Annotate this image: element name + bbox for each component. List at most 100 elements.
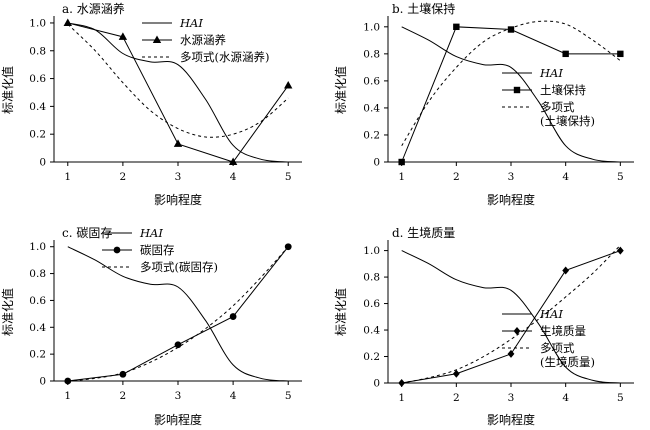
y-axis-label: 标准化值 [333, 66, 348, 114]
x-tick-label: 5 [285, 171, 292, 183]
legend-label-多项式-土壤保持-: 多项式 [540, 100, 575, 114]
x-tick-label: 3 [175, 390, 182, 402]
data-point-生境质量 [507, 349, 515, 358]
data-point-水源涵养 [118, 32, 128, 40]
legend-marker-生境质量 [513, 327, 521, 335]
legend-label-生境质量: 生境质量 [540, 324, 586, 338]
y-tick-label: 0 [373, 157, 380, 169]
y-tick-label: 0.6 [363, 298, 380, 310]
data-point-水源涵养 [173, 139, 183, 147]
legend-label-多项式-水源涵养-: 多项式(水源涵养) [180, 50, 269, 64]
legend-label-HAI: HAI [539, 307, 563, 321]
x-tick-label: 3 [508, 392, 515, 404]
panel-c: c. 碳固存 0 0.2 0.4 0.6 0.8 1.0 1 2 3 4 5 影响程度 标准化值 HAI 碳固… [0, 226, 302, 427]
y-tick-label: 0.6 [363, 75, 380, 87]
legend-label-多项式-生境质量-: (生境质量) [540, 355, 595, 369]
x-axis-label: 影响程度 [487, 412, 535, 427]
data-point-碳固存 [119, 370, 127, 378]
x-tick-label: 2 [120, 390, 127, 402]
y-tick-label: 1.0 [363, 245, 380, 257]
x-tick-label: 1 [398, 171, 405, 183]
legend-label-HAI: HAI [139, 226, 163, 240]
data-point-水源涵养 [284, 81, 293, 89]
series-line-HAI [67, 22, 289, 163]
series-line-HAI [401, 26, 621, 163]
x-axis-label: 影响程度 [154, 192, 202, 207]
panel-d: d. 生境质量 0 0.2 0.4 0.6 0.8 1.0 1 2 3 4 5 影响程度 标准化值 HAI 生… [333, 225, 634, 427]
series-line-HAI [67, 246, 289, 382]
data-point-土壤保持 [453, 23, 460, 31]
data-point-生境质量 [616, 246, 624, 255]
series-line-多项式-土壤保持- [401, 20, 621, 147]
legend-label-碳固存: 碳固存 [140, 243, 175, 257]
y-tick-label: 1.0 [29, 17, 46, 29]
x-tick-label: 2 [453, 392, 460, 404]
x-tick-label: 4 [230, 390, 237, 402]
data-point-碳固存 [174, 341, 182, 349]
y-tick-label: 0.8 [29, 268, 46, 280]
x-axis-label: 影响程度 [154, 412, 202, 427]
data-point-水源涵养 [63, 18, 72, 26]
y-tick-label: 0.4 [29, 101, 46, 113]
panel-title: a. 水源涵养 [62, 1, 125, 16]
panel-title: b. 土壤保持 [392, 1, 455, 16]
panel-a: a. 水源涵养 0 0.2 0.4 0.6 0.8 1.0 1 2 3 4 5 影响程度 标准化值 HAI 水… [0, 1, 302, 207]
legend-marker-碳固存 [113, 246, 121, 254]
y-tick-label: 0.8 [363, 272, 380, 284]
series-line-多项式-水源涵养- [67, 23, 289, 138]
y-tick-label: 0 [39, 376, 46, 388]
series-line-HAI [401, 250, 621, 384]
y-tick-label: 0 [373, 378, 380, 390]
legend-label-多项式-土壤保持-: (土壤保持) [540, 114, 595, 128]
y-tick-label: 0.8 [29, 45, 46, 57]
y-tick-label: 0 [39, 157, 46, 169]
x-tick-label: 1 [64, 390, 71, 402]
data-point-生境质量 [562, 266, 570, 275]
data-point-水源涵养 [228, 157, 238, 165]
legend-label-HAI: HAI [179, 16, 203, 30]
y-tick-label: 0.6 [29, 73, 46, 85]
y-tick-label: 0.2 [29, 129, 46, 141]
y-tick-label: 0.2 [29, 349, 46, 361]
legend-label-多项式-碳固存-: 多项式(碳固存) [140, 260, 218, 274]
series-line-多项式-生境质量- [401, 244, 621, 384]
y-tick-label: 0.6 [29, 295, 46, 307]
x-tick-label: 5 [285, 390, 292, 402]
x-tick-label: 3 [508, 171, 515, 183]
legend-label-HAI: HAI [539, 66, 563, 80]
data-point-土壤保持 [398, 158, 405, 166]
y-tick-label: 0.4 [363, 325, 380, 337]
panel-b: b. 土壤保持 0 0.2 0.4 0.6 0.8 1.0 1 2 3 4 5 影响程度 标准化值 HAI 土… [333, 1, 634, 207]
legend-marker-土壤保持 [513, 86, 521, 94]
x-tick-label: 1 [64, 171, 71, 183]
y-tick-label: 1.0 [29, 241, 46, 253]
x-tick-label: 3 [175, 171, 182, 183]
y-tick-label: 0.2 [363, 129, 380, 141]
x-tick-label: 4 [230, 171, 237, 183]
y-tick-label: 0.4 [363, 102, 380, 114]
data-point-碳固存 [284, 243, 292, 251]
panel-title: c. 碳固存 [62, 226, 112, 240]
legend-label-土壤保持: 土壤保持 [540, 83, 586, 97]
data-point-生境质量 [452, 369, 460, 378]
y-tick-label: 0.4 [29, 322, 46, 334]
panel-title: d. 生境质量 [392, 225, 455, 240]
x-tick-label: 4 [562, 171, 569, 183]
data-point-土壤保持 [507, 26, 515, 33]
y-tick-label: 0.8 [363, 48, 380, 60]
x-tick-label: 1 [398, 392, 405, 404]
legend-label-多项式-生境质量-: 多项式 [540, 341, 575, 355]
x-tick-label: 2 [120, 171, 127, 183]
data-point-土壤保持 [562, 50, 569, 58]
data-point-土壤保持 [617, 50, 624, 58]
x-tick-label: 5 [617, 392, 624, 404]
y-axis-label: 标准化值 [0, 66, 15, 114]
y-axis-label: 标准化值 [0, 288, 15, 336]
data-point-碳固存 [229, 313, 237, 320]
y-tick-label: 0.2 [363, 351, 380, 363]
